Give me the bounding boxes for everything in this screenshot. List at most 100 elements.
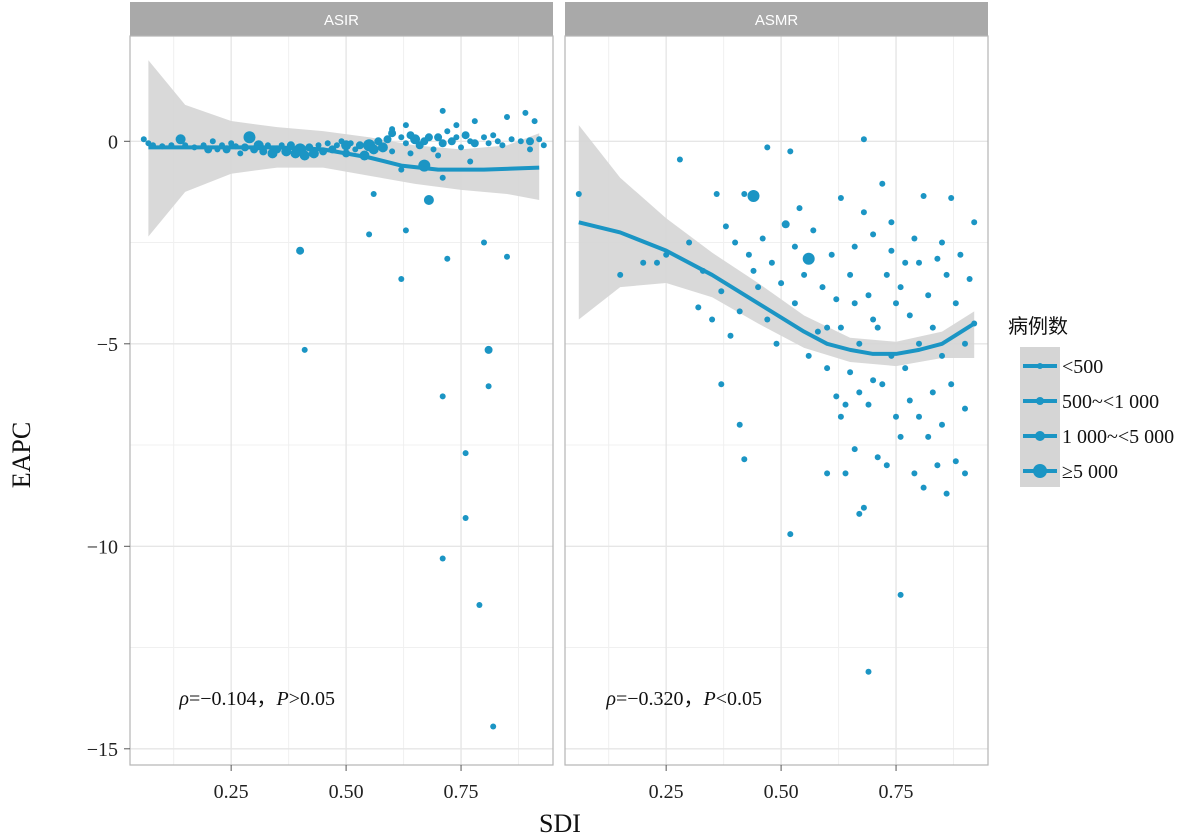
data-point (410, 134, 421, 145)
panel-border (564, 35, 989, 766)
data-point (470, 139, 479, 148)
y-tick-label: −5 (97, 334, 118, 356)
data-point (925, 433, 932, 440)
data-point (966, 276, 973, 282)
data-point (727, 332, 734, 339)
data-point (902, 259, 909, 266)
data-point (209, 138, 216, 145)
panel-asir: ASIR ρ=−0.104，P>0.05 (129, 2, 554, 766)
data-point (824, 365, 831, 372)
annotation-rho: ρ (178, 688, 189, 710)
data-point (383, 135, 392, 144)
plot-background (565, 36, 988, 765)
data-point (444, 128, 451, 135)
legend-label: <500 (1062, 356, 1103, 378)
data-point (837, 413, 844, 420)
y-tick-label: 0 (108, 131, 118, 153)
data-point (324, 140, 331, 147)
data-point (801, 271, 808, 278)
data-point (957, 251, 964, 258)
data-point (750, 267, 757, 274)
data-point (952, 458, 959, 465)
data-point (366, 231, 373, 238)
data-point (819, 284, 826, 291)
legend-key-point (1036, 397, 1044, 405)
data-point (824, 324, 831, 331)
y-tick-label: −15 (87, 739, 118, 761)
data-point (434, 133, 443, 142)
data-point (439, 174, 446, 181)
correlation-annotation: ρ=−0.320，P<0.05 (605, 688, 762, 710)
data-point (709, 316, 716, 323)
data-point (948, 195, 955, 201)
data-point (686, 239, 693, 246)
data-point (920, 193, 927, 199)
data-point (916, 340, 922, 347)
x-axis-title: SDI (539, 809, 581, 838)
data-point (430, 146, 437, 153)
legend-title: 病例数 (1008, 315, 1068, 338)
data-point (911, 470, 918, 477)
data-point (494, 138, 501, 145)
data-point (897, 433, 904, 440)
data-point (504, 253, 510, 260)
data-point (893, 300, 899, 307)
data-point (504, 114, 510, 120)
data-point (764, 316, 771, 323)
data-point (865, 668, 872, 675)
data-point (175, 134, 186, 145)
x-tick-label: 0.50 (764, 781, 799, 803)
data-point (407, 150, 414, 157)
data-point (377, 142, 388, 153)
y-tick-label: −10 (87, 536, 118, 558)
data-point (402, 140, 409, 147)
data-point (920, 484, 927, 491)
data-point (810, 227, 817, 234)
data-point (883, 271, 890, 278)
data-point (962, 470, 968, 477)
data-point (934, 462, 941, 469)
data-point (791, 300, 798, 307)
data-point (874, 454, 881, 461)
data-point (476, 602, 483, 608)
data-point (490, 723, 497, 730)
x-tick-label: 0.25 (649, 781, 684, 803)
data-point (461, 131, 470, 140)
data-point (355, 141, 364, 150)
panel-asmr: ASMR ρ=−0.320，P<0.05 (564, 2, 989, 766)
legend-key-point (1037, 363, 1043, 369)
data-point (755, 284, 762, 291)
data-point (897, 284, 904, 291)
data-point (402, 227, 409, 234)
data-point (485, 383, 492, 390)
data-point (398, 276, 405, 282)
data-point (870, 231, 877, 238)
data-point (837, 324, 844, 331)
data-point (939, 352, 945, 359)
data-point (695, 304, 702, 311)
data-point (833, 393, 840, 400)
data-point (842, 470, 849, 477)
data-point (315, 142, 322, 149)
data-point (847, 369, 854, 376)
data-point (879, 381, 886, 388)
data-point (718, 288, 725, 295)
data-point (490, 132, 497, 139)
data-point (860, 136, 867, 143)
data-point (916, 413, 922, 420)
data-point (865, 401, 872, 408)
data-point (902, 365, 909, 372)
data-point (856, 389, 863, 396)
legend-label: ≥5 000 (1062, 461, 1118, 483)
data-point (741, 191, 748, 197)
data-point (939, 239, 945, 246)
data-point (439, 107, 446, 114)
data-point (732, 239, 739, 246)
annotation-p: P (276, 688, 289, 710)
data-point (540, 142, 547, 149)
x-tick-label: 0.50 (329, 781, 364, 803)
data-point (773, 340, 780, 347)
data-point (439, 555, 446, 562)
facet-strip-background (565, 2, 988, 36)
